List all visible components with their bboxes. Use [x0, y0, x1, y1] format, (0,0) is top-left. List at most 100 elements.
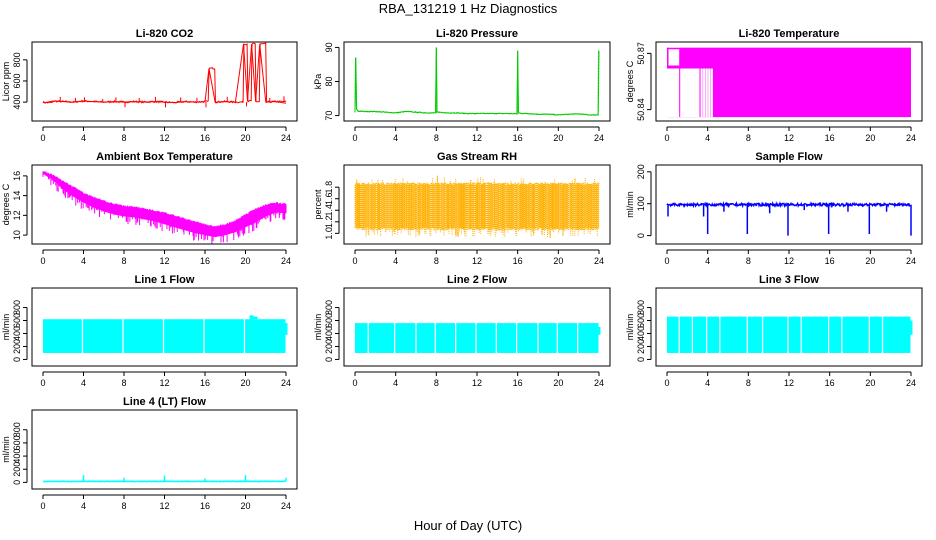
- x-tick-label: 20: [240, 501, 250, 511]
- x-tick-label: 0: [664, 378, 669, 388]
- chart-panel-1: Li-820 CO2 Licor ppm 0 4 8 12 16 20 24 400 600 800: [1, 28, 298, 143]
- x-tick-label: 0: [40, 501, 45, 511]
- flow-band: [693, 316, 707, 353]
- temperature-gap: [667, 68, 680, 118]
- flow-band: [910, 320, 913, 335]
- x-tick-label: 24: [281, 256, 291, 266]
- plot-area: [667, 47, 911, 118]
- flow-band: [829, 316, 842, 353]
- flow-band: [245, 319, 286, 353]
- x-tick-label: 16: [513, 133, 523, 143]
- chart-title: Li-820 Pressure: [436, 28, 518, 40]
- chart-panel-6: Sample Flow ml/min 0 4 8 12 16 20 24 0 100 200: [625, 151, 923, 266]
- x-tick-label: 12: [159, 256, 169, 266]
- x-tick-label: 8: [121, 378, 126, 388]
- y-axis-label: kPa: [313, 74, 323, 90]
- flow-band: [496, 323, 517, 353]
- x-tick-label: 20: [240, 378, 250, 388]
- y-tick-label: 100: [636, 196, 646, 211]
- flow-band: [883, 316, 911, 353]
- flow-band: [456, 323, 476, 353]
- temperature-gap: [708, 68, 711, 118]
- plot-area: [42, 475, 287, 483]
- flow-band: [747, 316, 762, 353]
- flow-band: [869, 316, 882, 353]
- chart-title: Ambient Box Temperature: [96, 151, 233, 163]
- y-tick-label: 600: [12, 435, 22, 450]
- y-tick-label: 1.4: [324, 204, 334, 217]
- y-tick-label: 400: [12, 326, 22, 341]
- x-tick-label: 12: [472, 256, 482, 266]
- plot-frame: [343, 287, 611, 367]
- chart-title: Line 3 Flow: [759, 274, 819, 286]
- y-axis-label: ml/min: [1, 314, 11, 341]
- flow-band: [435, 323, 456, 353]
- plot-area: [354, 47, 600, 116]
- x-tick-label: 0: [352, 256, 357, 266]
- y-axis-label: ml/min: [313, 314, 323, 341]
- y-tick-label: 80: [324, 76, 334, 86]
- x-tick-label: 20: [865, 256, 875, 266]
- temperature-band: [679, 47, 911, 67]
- x-tick-label: 0: [40, 133, 45, 143]
- flow-band: [517, 323, 538, 353]
- plot-area: [43, 315, 288, 353]
- y-tick-label: 200: [324, 339, 334, 354]
- y-tick-label: 400: [12, 95, 22, 110]
- chart-title: Li-820 Temperature: [739, 28, 840, 40]
- chart-panel-3: Li-820 Temperature degrees C 0 4 8 12 16 20 24 50…: [625, 28, 923, 143]
- x-tick-label: 24: [906, 133, 916, 143]
- x-tick-label: 8: [121, 501, 126, 511]
- flow-band: [598, 327, 601, 335]
- flow-band: [763, 316, 788, 353]
- plot-area: [354, 175, 600, 238]
- y-tick-label: 0: [12, 357, 22, 362]
- plot-frame: [655, 287, 923, 367]
- flow-band: [395, 323, 416, 353]
- chart-panel-5: Gas Stream RH percent 0 4 8 12 16 20 24 1.01.21.4…: [313, 151, 611, 266]
- x-tick-label: 24: [594, 256, 604, 266]
- flow-band: [204, 319, 244, 353]
- x-tick-label: 12: [472, 133, 482, 143]
- x-tick-label: 8: [746, 133, 751, 143]
- y-tick-label: 600: [12, 313, 22, 328]
- x-tick-label: 0: [664, 133, 669, 143]
- temperature-band: [667, 47, 911, 50]
- chart-panel-9: Line 3 Flow ml/min 0 4 8 12 16 20 24 0 20040060080…: [625, 274, 923, 388]
- y-tick-label: 14: [12, 191, 22, 201]
- x-tick-label: 16: [825, 256, 835, 266]
- x-tick-label: 4: [81, 256, 86, 266]
- x-tick-label: 24: [281, 133, 291, 143]
- flow-band: [801, 316, 829, 353]
- x-tick-label: 0: [352, 378, 357, 388]
- x-tick-label: 4: [393, 133, 398, 143]
- y-tick-label: 800: [12, 422, 22, 437]
- plot-frame: [31, 164, 298, 245]
- series-line: [354, 47, 600, 116]
- flow-bump: [253, 316, 258, 320]
- x-tick-label: 24: [906, 256, 916, 266]
- chart-panel-2: Li-820 Pressure kPa 0 4 8 12 16 20 24 70 80 90: [313, 28, 611, 143]
- chart-title: Line 4 (LT) Flow: [123, 396, 206, 408]
- temperature-gap: [680, 68, 700, 118]
- y-tick-label: 400: [12, 449, 22, 464]
- x-tick-label: 12: [784, 256, 794, 266]
- y-tick-label: 800: [636, 300, 646, 315]
- x-tick-label: 8: [121, 133, 126, 143]
- y-tick-label: 70: [324, 111, 334, 121]
- y-tick-label: 1.6: [324, 192, 334, 205]
- y-tick-label: 600: [324, 313, 334, 328]
- x-tick-label: 20: [553, 256, 563, 266]
- x-tick-label: 4: [81, 501, 86, 511]
- y-axis-label: degrees C: [1, 183, 11, 225]
- y-axis-label: percent: [313, 189, 323, 220]
- temperature-band: [667, 65, 680, 68]
- y-tick-label: 1.8: [324, 181, 334, 194]
- x-tick-label: 4: [393, 378, 398, 388]
- plot-area: [667, 316, 913, 353]
- flow-band: [578, 323, 599, 353]
- y-tick-label: 1.0: [324, 227, 334, 240]
- y-tick-label: 400: [636, 326, 646, 341]
- x-tick-label: 4: [81, 378, 86, 388]
